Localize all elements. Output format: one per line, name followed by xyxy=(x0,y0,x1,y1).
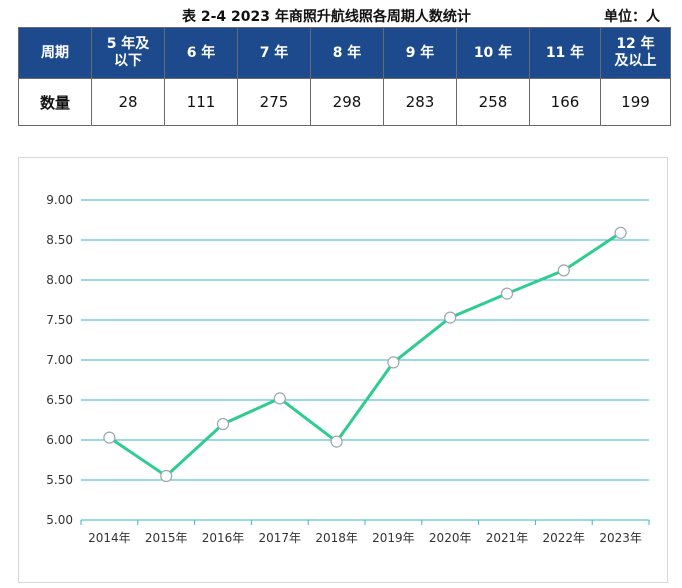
header-cell: 6 年 xyxy=(164,27,238,79)
value-cell: 258 xyxy=(456,78,530,126)
table-caption: 表 2-4 2023 年商照升航线照各周期人数统计 单位：人 xyxy=(0,4,682,26)
header-cell: 5 年及 以下 xyxy=(91,27,165,79)
value-cell: 199 xyxy=(600,78,671,126)
x-tick-label: 2017年 xyxy=(259,531,302,545)
data-point xyxy=(500,287,514,300)
data-point xyxy=(216,417,230,431)
line-chart: 5.00 5.50 6.00 6.50 7.00 7.50 8.00 8.50 9.00 2014… xyxy=(46,193,650,545)
value-cell: 166 xyxy=(529,78,601,126)
value-cell: 298 xyxy=(310,78,384,126)
row-label-quantity: 数量 xyxy=(18,78,92,126)
y-tick-label: 6.00 xyxy=(46,433,73,447)
y-tick-label: 5.50 xyxy=(46,473,73,487)
line-chart-panel: 5.00 5.50 6.00 6.50 7.00 7.50 8.00 8.50 9.00 2014… xyxy=(18,157,668,583)
data-point xyxy=(557,264,570,277)
header-cell: 12 年 及以上 xyxy=(600,27,671,79)
value-cell: 111 xyxy=(164,78,238,126)
x-tick-label: 2023年 xyxy=(599,531,642,545)
x-tick-label: 2020年 xyxy=(429,531,472,545)
x-tick-label: 2016年 xyxy=(202,531,245,545)
x-tick-label: 2015年 xyxy=(145,531,188,545)
table-unit: 单位：人 xyxy=(604,9,660,25)
header-cell-period: 周期 xyxy=(18,27,92,79)
value-cell: 28 xyxy=(91,78,165,126)
table-row: 数量 28 111 275 298 283 258 166 199 xyxy=(18,78,671,126)
x-tick-label: 2022年 xyxy=(543,531,586,545)
x-tick-label: 2021年 xyxy=(486,531,529,545)
y-tick-label: 5.00 xyxy=(46,513,73,527)
x-tick-label: 2019年 xyxy=(372,531,415,545)
header-cell: 8 年 xyxy=(310,27,384,79)
table-title: 表 2-4 2023 年商照升航线照各周期人数统计 xyxy=(182,9,471,25)
header-cell: 11 年 xyxy=(529,27,601,79)
data-point xyxy=(614,226,627,239)
data-point xyxy=(330,435,343,448)
y-tick-label: 9.00 xyxy=(46,193,73,207)
x-tick-label: 2014年 xyxy=(88,531,131,545)
value-cell: 283 xyxy=(383,78,457,126)
table-header-row: 周期 5 年及 以下 6 年 7 年 8 年 9 年 10 年 11 年 12 … xyxy=(18,27,671,79)
data-point xyxy=(160,469,173,483)
header-cell: 7 年 xyxy=(237,27,311,79)
y-tick-label: 8.50 xyxy=(46,233,73,247)
header-cell: 9 年 xyxy=(383,27,457,79)
stats-table: 周期 5 年及 以下 6 年 7 年 8 年 9 年 10 年 11 年 12 … xyxy=(18,27,671,126)
value-cell: 275 xyxy=(237,78,311,126)
y-tick-label: 7.00 xyxy=(46,353,73,367)
x-tick-label: 2018年 xyxy=(315,531,358,545)
data-point xyxy=(103,431,116,444)
data-point xyxy=(387,356,400,369)
series-line xyxy=(108,231,622,478)
header-cell: 10 年 xyxy=(456,27,530,79)
y-tick-label: 8.00 xyxy=(46,273,73,287)
data-point xyxy=(273,392,286,405)
y-tick-label: 7.50 xyxy=(46,313,73,327)
data-point xyxy=(444,311,457,324)
y-tick-label: 6.50 xyxy=(46,393,73,407)
